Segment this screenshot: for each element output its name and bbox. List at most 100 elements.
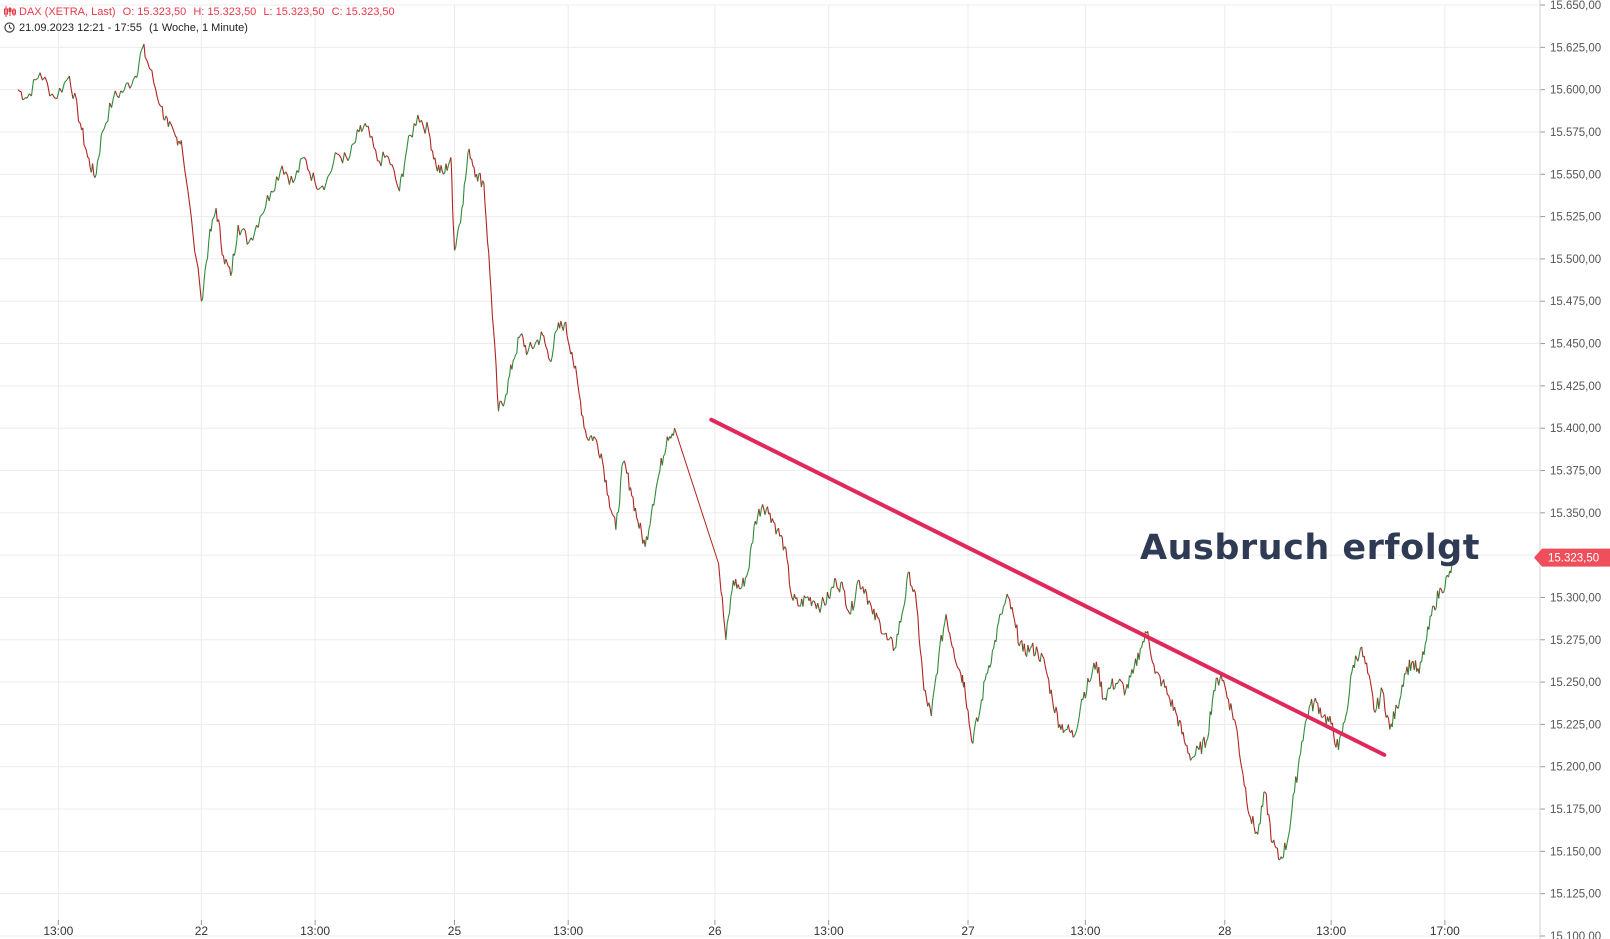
series-segment — [486, 241, 490, 253]
series-segment — [114, 90, 118, 96]
series-segment — [634, 507, 638, 518]
series-segment — [526, 351, 529, 356]
series-segment — [545, 347, 548, 351]
series-segment — [305, 159, 309, 170]
series-segment — [263, 206, 267, 213]
series-segment — [261, 211, 265, 215]
series-segment — [1386, 715, 1390, 720]
series-segment — [845, 604, 848, 610]
series-segment — [44, 76, 48, 84]
series-segment — [1434, 607, 1437, 611]
series-segment — [542, 334, 544, 337]
series-segment — [1159, 676, 1162, 687]
series-segment — [515, 352, 518, 356]
series-segment — [949, 633, 952, 641]
series-segment — [1428, 615, 1431, 630]
series-segment — [764, 509, 767, 515]
series-segment — [900, 614, 903, 623]
series-segment — [1430, 606, 1434, 617]
series-segment — [1032, 642, 1035, 657]
series-segment — [1113, 688, 1116, 690]
series-segment — [891, 639, 894, 652]
series-segment — [663, 453, 666, 457]
series-segment — [76, 100, 80, 122]
series-segment — [834, 577, 837, 581]
series-segment — [1193, 754, 1196, 758]
series-segment — [1253, 826, 1256, 834]
series-segment — [204, 262, 207, 271]
series-segment — [1078, 706, 1082, 717]
series-segment — [488, 252, 491, 275]
series-segment — [667, 436, 671, 441]
series-segment — [497, 401, 501, 412]
series-segment — [1130, 669, 1133, 678]
series-segment — [129, 84, 133, 89]
series-segment — [919, 650, 923, 660]
series-segment — [1183, 741, 1187, 746]
series-segment — [908, 572, 912, 586]
series-segment — [1042, 655, 1045, 659]
series-segment — [571, 351, 574, 362]
series-segment — [603, 468, 606, 483]
ohlc-high: H: 15.323,50 — [193, 6, 257, 18]
series-segment — [1136, 652, 1139, 666]
y-tick-label: 15.475,00 — [1550, 296, 1601, 308]
series-segment — [963, 682, 967, 698]
series-segment — [928, 702, 931, 709]
series-segment — [1196, 745, 1199, 748]
series-segment — [1088, 680, 1091, 683]
series-segment — [56, 88, 61, 99]
series-segment — [158, 104, 162, 107]
series-segment — [879, 622, 882, 634]
series-segment — [23, 97, 27, 100]
trendline[interactable] — [709, 417, 1387, 757]
series-segment — [167, 121, 171, 127]
series-segment — [632, 496, 635, 512]
series-segment — [51, 93, 56, 99]
series-segment — [463, 179, 467, 185]
series-segment — [252, 232, 256, 241]
series-segment — [212, 217, 215, 220]
series-segment — [823, 601, 826, 606]
series-segment — [864, 588, 868, 594]
series-segment — [1062, 730, 1066, 734]
series-segment — [110, 97, 114, 108]
series-segment — [491, 316, 495, 331]
series-segment — [566, 335, 569, 342]
series-segment — [94, 173, 97, 178]
series-segment — [524, 344, 528, 355]
series-segment — [318, 187, 321, 190]
series-segment — [610, 509, 613, 515]
series-segment — [1138, 648, 1141, 660]
series-segment — [539, 331, 542, 340]
series-segment — [338, 154, 342, 158]
series-segment — [371, 136, 375, 148]
series-segment — [1329, 716, 1332, 725]
series-segment — [1402, 673, 1406, 687]
series-segment — [1353, 655, 1357, 668]
series-segment — [1345, 711, 1348, 717]
series-segment — [821, 597, 825, 602]
series-segment — [665, 436, 668, 448]
series-segment — [924, 689, 927, 699]
series-segment — [118, 90, 122, 99]
series-segment — [147, 61, 150, 67]
series-segment — [1399, 695, 1402, 701]
series-segment — [601, 460, 605, 469]
series-segment — [609, 507, 612, 511]
series-segment — [493, 330, 496, 347]
series-segment — [759, 508, 762, 517]
series-segment — [829, 588, 832, 599]
series-segment — [577, 385, 580, 395]
series-segment — [1308, 704, 1311, 708]
series-segment — [802, 595, 805, 607]
series-segment — [513, 354, 517, 359]
series-segment — [885, 632, 888, 640]
series-segment — [998, 614, 1001, 623]
annotation-label: Ausbruch erfolgt — [1140, 528, 1480, 568]
series-segment — [259, 214, 263, 217]
series-segment — [847, 610, 850, 614]
series-segment — [1122, 684, 1126, 696]
